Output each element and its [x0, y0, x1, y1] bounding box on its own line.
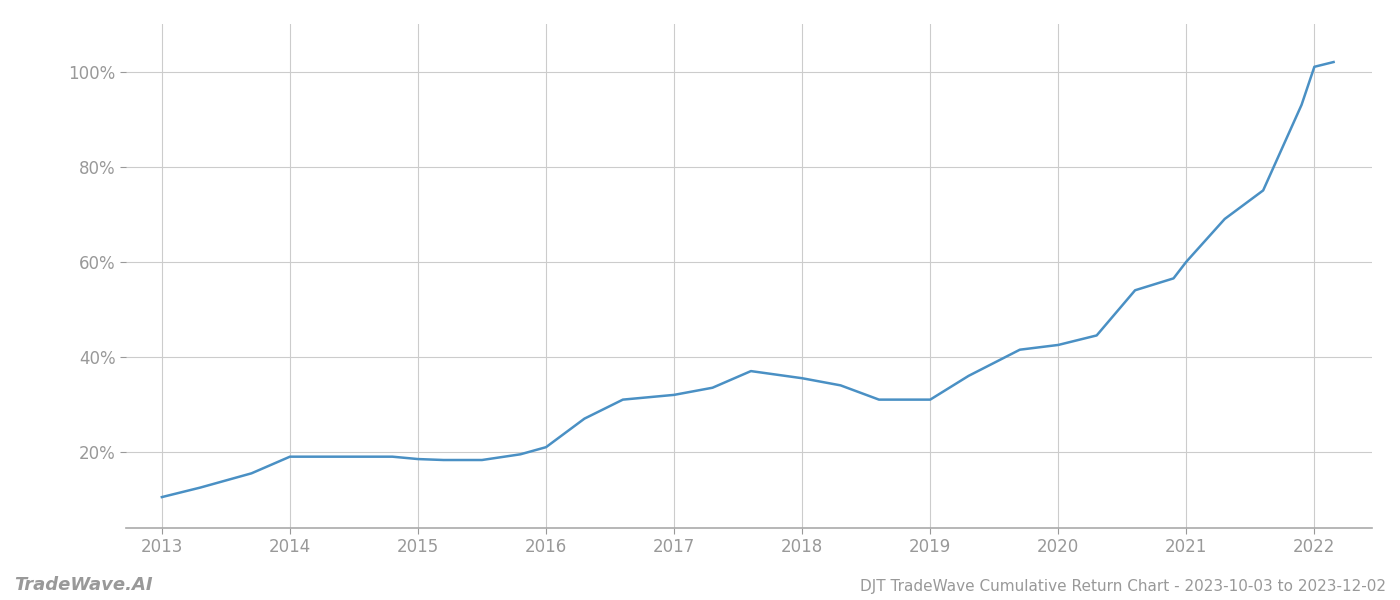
Text: TradeWave.AI: TradeWave.AI [14, 576, 153, 594]
Text: DJT TradeWave Cumulative Return Chart - 2023-10-03 to 2023-12-02: DJT TradeWave Cumulative Return Chart - … [860, 579, 1386, 594]
